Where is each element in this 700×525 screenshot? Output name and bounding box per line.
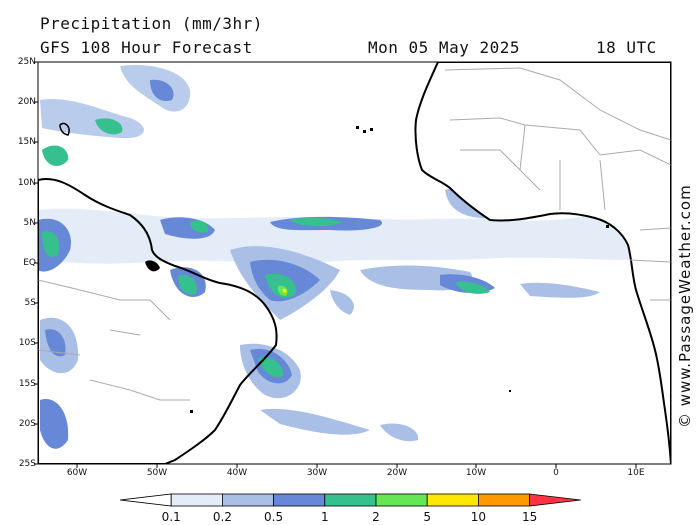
forecast-time: 18 UTC xyxy=(596,38,657,57)
lat-label-25n: 25N xyxy=(17,57,36,67)
lon-label-20w: 20W xyxy=(386,468,408,478)
lon-label-50w: 50W xyxy=(146,468,168,478)
lon-label-0: 0 xyxy=(553,468,559,478)
lat-label-20n: 20N xyxy=(17,97,36,107)
forecast-label: GFS 108 Hour Forecast xyxy=(40,38,253,57)
lat-label-25s: 25S xyxy=(18,459,36,469)
lat-label-10s: 10S xyxy=(18,338,36,348)
legend-swatch-0 xyxy=(119,493,172,507)
legend-swatch-7 xyxy=(477,493,530,507)
lat-label-5n: 5N xyxy=(23,218,36,228)
lon-label-10w: 10W xyxy=(465,468,487,478)
legend-tick-label: 0.2 xyxy=(212,510,232,524)
latitude-ticks xyxy=(34,61,38,465)
legend-tick-label: 0.5 xyxy=(264,510,284,524)
lat-label-5s: 5S xyxy=(24,298,36,308)
lat-label-eq: EQ xyxy=(23,258,36,268)
legend-tick-label: 10 xyxy=(470,510,487,524)
legend-swatch-1 xyxy=(170,493,223,507)
longitude-ticks xyxy=(76,464,637,468)
legend-tick-label: 1 xyxy=(320,510,329,524)
legend-swatch-2 xyxy=(221,493,274,507)
copyright-credit: © www.PassageWeather.com xyxy=(676,184,694,428)
lat-label-20s: 20S xyxy=(18,419,36,429)
legend-swatch-6 xyxy=(426,493,479,507)
lat-label-15s: 15S xyxy=(18,379,36,389)
lat-label-10n: 10N xyxy=(17,178,36,188)
chart-title: Precipitation (mm/3hr) xyxy=(40,14,263,33)
south-america-coastline xyxy=(38,122,278,464)
legend-swatch-5 xyxy=(375,493,428,507)
forecast-date: Mon 05 May 2025 xyxy=(368,38,520,57)
legend-swatch-3 xyxy=(273,493,326,507)
lon-label-60w: 60W xyxy=(66,468,88,478)
lon-label-10e: 10E xyxy=(627,468,645,478)
legend-tick-label: 0.1 xyxy=(161,510,181,524)
legend-tick-label: 15 xyxy=(521,510,538,524)
color-scale-legend xyxy=(119,493,581,507)
africa-coastline xyxy=(190,62,671,464)
legend-swatch-4 xyxy=(324,493,377,507)
legend-tick-label: 5 xyxy=(423,510,432,524)
lon-label-40w: 40W xyxy=(226,468,248,478)
south-america-borders xyxy=(38,279,190,401)
lat-label-15n: 15N xyxy=(17,137,36,147)
legend-swatch-8 xyxy=(529,493,581,507)
legend-tick-label: 2 xyxy=(372,510,380,524)
lon-label-30w: 30W xyxy=(306,468,328,478)
